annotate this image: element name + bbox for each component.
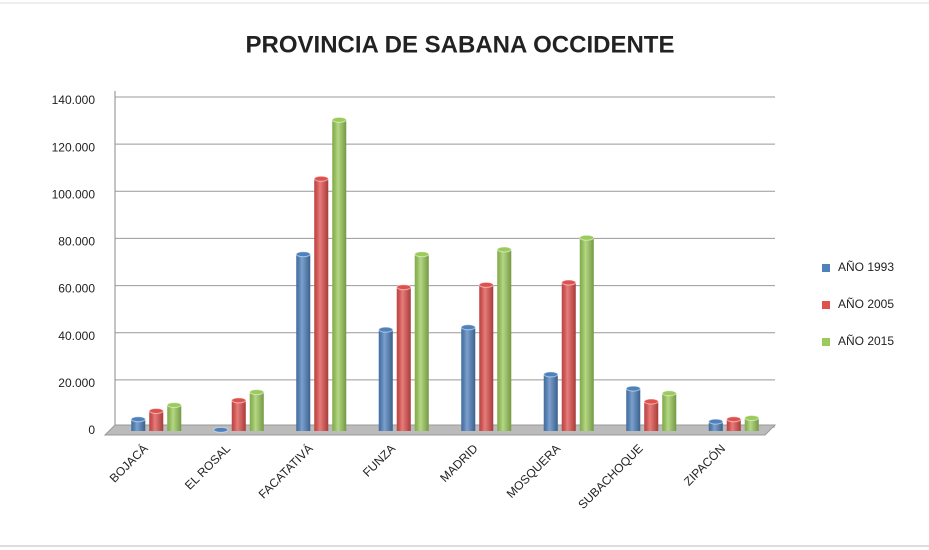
bar-shade (149, 410, 164, 431)
bar-cap (744, 415, 760, 422)
bar-cap (378, 326, 394, 333)
bar-cap (726, 416, 742, 423)
legend-swatch (822, 338, 830, 346)
bar-shade (314, 178, 329, 431)
bar-cap (166, 402, 182, 409)
y-tick-label: 0 (88, 423, 95, 437)
x-tick-label: ZIPACÓN (680, 441, 728, 489)
x-tick-label: BOJACÁ (106, 441, 151, 486)
bar-shade (708, 421, 723, 431)
bar-cap (460, 324, 476, 331)
bar-cap (625, 385, 641, 392)
bar-cap (643, 398, 659, 405)
chart-title: PROVINCIA DE SABANA OCCIDENTE (246, 31, 675, 58)
y-tick-label: 100.000 (52, 187, 96, 201)
y-tick-label: 20.000 (58, 376, 95, 390)
bar-cap (478, 281, 494, 288)
bar-cap (331, 116, 347, 123)
bar-shade (296, 254, 311, 431)
legend-label: AÑO 2015 (838, 334, 894, 348)
bar-cap (295, 251, 311, 258)
y-tick-label: 40.000 (58, 329, 95, 343)
bar-shade (662, 393, 677, 431)
bar-shade (231, 400, 246, 431)
bar-shade (626, 388, 641, 431)
x-tick-label: MOSQUERA (504, 441, 563, 500)
bar-shade (579, 237, 594, 431)
legend-label: AÑO 2005 (838, 297, 894, 311)
bar-shade (167, 405, 182, 431)
bar-shade (378, 329, 393, 431)
bar-cap (661, 390, 677, 397)
legend-swatch (822, 264, 830, 272)
y-tick-label: 60.000 (58, 282, 95, 296)
x-tick-label: EL ROSAL (182, 441, 233, 492)
bar-shade (396, 287, 411, 431)
bar-cap (231, 397, 247, 404)
bar-shade (497, 249, 512, 431)
bar-shade (543, 374, 558, 431)
bar-shade (249, 392, 264, 431)
bar-shade (332, 119, 347, 431)
y-tick-label: 80.000 (58, 235, 95, 249)
bar-shade (414, 254, 429, 431)
bar-cap (396, 284, 412, 291)
bar-cap (496, 246, 512, 253)
bar-shade (561, 282, 576, 431)
y-tick-label: 120.000 (52, 140, 96, 154)
bar-cap (213, 426, 229, 433)
bar-cap (708, 418, 724, 425)
legend-label: AÑO 1993 (838, 260, 894, 274)
x-tick-label: FUNZA (360, 441, 398, 479)
bar-cap (543, 371, 559, 378)
bar-shade (131, 419, 146, 431)
bar-shade (479, 284, 494, 431)
bar-cap (414, 251, 430, 258)
bar-cap (313, 175, 329, 182)
bar-shade (744, 418, 759, 431)
x-tick-label: SUBACHOQUE (575, 441, 645, 511)
bar-shade (461, 327, 476, 431)
x-tick-label: MADRID (437, 441, 481, 485)
bar-shade (644, 401, 659, 431)
x-tick-label: FACATATIVÁ (255, 441, 316, 502)
bar-shade (726, 419, 741, 431)
bar-cap (148, 407, 164, 414)
bar-cap (561, 279, 577, 286)
bar-cap (130, 416, 146, 423)
bar-cap (249, 389, 265, 396)
y-tick-label: 140.000 (52, 93, 96, 107)
legend-swatch (822, 301, 830, 309)
bar-cap (579, 234, 595, 241)
